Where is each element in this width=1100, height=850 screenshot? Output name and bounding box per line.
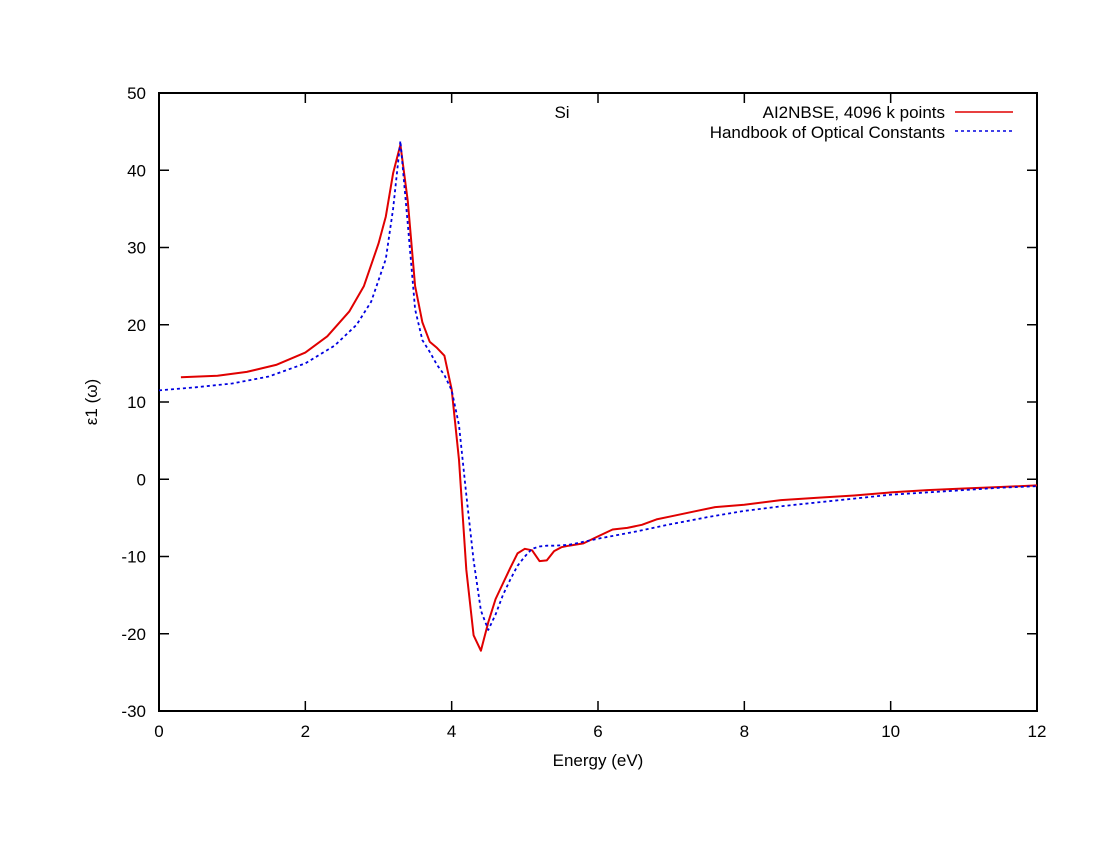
y-tick-label: -30 [121,702,146,721]
y-tick-label: 40 [127,161,146,180]
y-tick-label: 0 [137,470,146,489]
plot-frame [158,92,1038,712]
legend-label-series-1: AI2NBSE, 4096 k points [763,103,945,122]
x-ticks: 0 2 4 6 8 10 12 [154,93,1046,741]
y-tick-label: 50 [127,84,146,103]
x-tick-label: 2 [301,722,310,741]
series-line-2 [158,139,1038,631]
chart-title: Si [554,103,569,122]
y-tick-label: 20 [127,316,146,335]
x-tick-label: 12 [1028,722,1047,741]
x-axis-title: Energy (eV) [553,751,644,770]
y-tick-label: -20 [121,625,146,644]
y-tick-label: 30 [127,239,146,258]
y-tick-label: 10 [127,393,146,412]
y-tick-label: -10 [121,548,146,567]
y-axis-title: ε1 (ω) [82,379,101,425]
x-tick-label: 4 [447,722,456,741]
y-ticks: -30 -20 -10 0 10 20 30 40 50 [121,84,1037,721]
x-tick-label: 8 [740,722,749,741]
series-layer [158,139,1038,652]
series-line-1 [180,143,1038,652]
x-tick-label: 10 [881,722,900,741]
legend: AI2NBSE, 4096 k points Handbook of Optic… [710,103,1013,142]
x-tick-label: 6 [593,722,602,741]
x-tick-label: 0 [154,722,163,741]
legend-label-series-2: Handbook of Optical Constants [710,123,945,142]
